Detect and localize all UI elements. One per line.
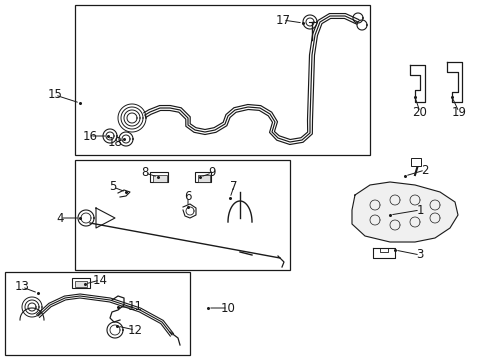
- Bar: [195, 172, 210, 182]
- Text: 4: 4: [56, 211, 63, 225]
- Bar: [75, 5, 369, 155]
- Polygon shape: [409, 65, 424, 102]
- Text: 17: 17: [275, 13, 290, 27]
- Text: 2: 2: [420, 163, 428, 176]
- Text: 1: 1: [415, 203, 423, 216]
- Text: 11: 11: [127, 301, 142, 314]
- Text: 3: 3: [415, 248, 423, 261]
- Polygon shape: [351, 182, 457, 242]
- Text: 15: 15: [47, 89, 62, 102]
- Text: 16: 16: [82, 130, 97, 143]
- Text: 5: 5: [109, 180, 117, 194]
- Polygon shape: [446, 62, 461, 102]
- Text: 9: 9: [208, 166, 215, 180]
- Text: 20: 20: [412, 105, 427, 118]
- Text: 12: 12: [127, 324, 142, 337]
- Text: 18: 18: [107, 136, 122, 149]
- Text: 19: 19: [450, 105, 466, 118]
- Bar: [410, 158, 420, 166]
- Bar: [5, 272, 190, 355]
- Text: 13: 13: [15, 280, 29, 293]
- Text: 7: 7: [230, 180, 237, 193]
- Text: 14: 14: [92, 274, 107, 287]
- Bar: [150, 172, 168, 182]
- Text: 6: 6: [184, 190, 191, 203]
- Bar: [75, 281, 87, 287]
- Polygon shape: [372, 248, 394, 258]
- Bar: [75, 160, 289, 270]
- Bar: [153, 175, 167, 182]
- Bar: [72, 278, 90, 288]
- Text: 8: 8: [141, 166, 148, 180]
- Bar: [198, 175, 209, 182]
- Text: 10: 10: [220, 302, 235, 315]
